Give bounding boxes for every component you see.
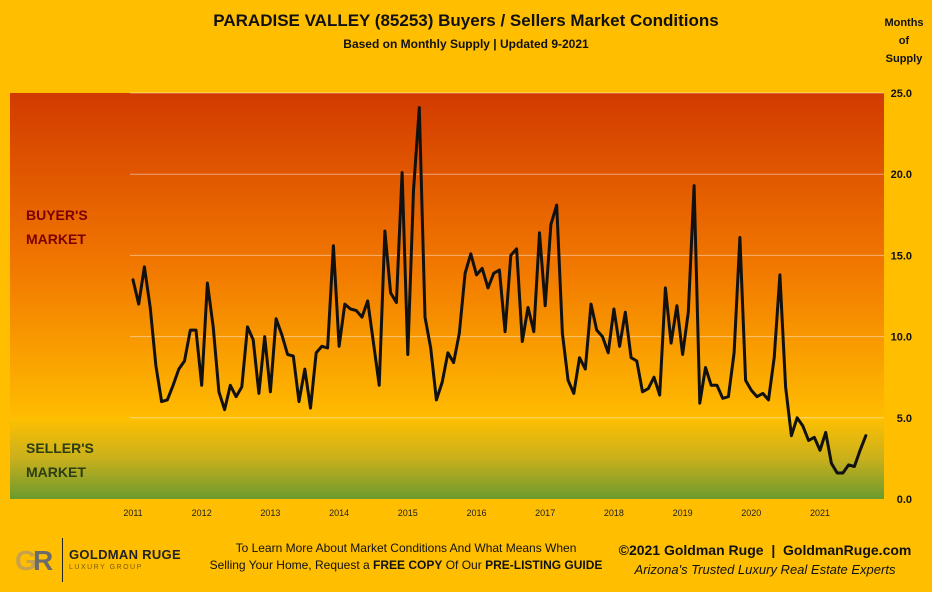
seller-zone-band (10, 418, 884, 499)
svg-text:G: G (15, 545, 37, 576)
y-tick-label: 25.0 (891, 88, 912, 100)
series-line-months-of-supply (131, 106, 868, 475)
x-tick-label: 2011 (123, 508, 142, 518)
y-tick-label: 20.0 (891, 169, 912, 181)
footer-cta: To Learn More About Market Conditions An… (196, 540, 616, 574)
x-tick-labels: 2011 2012 2013 2014 2015 2016 2017 2018 2019 2020… (123, 508, 830, 518)
cta-prelisting-guide: PRE-LISTING GUIDE (485, 558, 603, 572)
cta-prefix: Selling Your Home, Request a (209, 558, 374, 572)
y-tick-label: 0.0 (897, 494, 912, 506)
x-tick-label: 2012 (192, 508, 212, 518)
x-tick-label: 2017 (535, 508, 555, 518)
logo-name: GOLDMAN RUGE (69, 547, 181, 562)
x-tick-label: 2016 (466, 508, 486, 518)
x-tick-label: 2013 (260, 508, 280, 518)
y-tick-label: 5.0 (897, 413, 912, 425)
company-logo: G R GOLDMAN RUGE LUXURY GROUP (14, 538, 184, 582)
seller-market-label: SELLER'S MARKET (26, 440, 94, 480)
gr-monogram-icon: G R (15, 545, 53, 576)
gridlines (130, 92, 884, 419)
buyer-market-label: BUYER'S MARKET (26, 207, 88, 247)
cta-mid: Of Our (442, 558, 486, 572)
svg-text:R: R (33, 545, 53, 576)
y-tick-label: 15.0 (891, 250, 912, 262)
footer-brand: ©2021 Goldman Ruge | GoldmanRuge.com Ari… (610, 542, 920, 577)
logo-divider (62, 538, 63, 582)
x-tick-label: 2019 (673, 508, 693, 518)
copyright-line: ©2021 Goldman Ruge | GoldmanRuge.com (618, 542, 912, 558)
chart-title: PARADISE VALLEY (85253) Buyers / Sellers… (213, 11, 719, 30)
y-tick-labels: 0.0 5.0 10.0 15.0 20.0 25.0 (891, 88, 912, 506)
x-tick-label: 2021 (810, 508, 830, 518)
chart-subtitle: Based on Monthly Supply | Updated 9-2021 (343, 37, 589, 51)
cta-free-copy: FREE COPY (373, 558, 443, 572)
y-axis-label: Months of Supply (884, 17, 924, 65)
cta-line-2: Selling Your Home, Request a FREE COPY O… (196, 557, 616, 574)
logo-subtitle: LUXURY GROUP (69, 564, 143, 571)
x-tick-label: 2018 (604, 508, 624, 518)
x-tick-label: 2014 (329, 508, 349, 518)
x-tick-label: 2015 (398, 508, 418, 518)
tagline: Arizona's Trusted Luxury Real Estate Exp… (634, 562, 896, 577)
y-tick-label: 10.0 (891, 332, 912, 344)
cta-line-1: To Learn More About Market Conditions An… (235, 541, 577, 555)
x-tick-label: 2020 (741, 508, 761, 518)
